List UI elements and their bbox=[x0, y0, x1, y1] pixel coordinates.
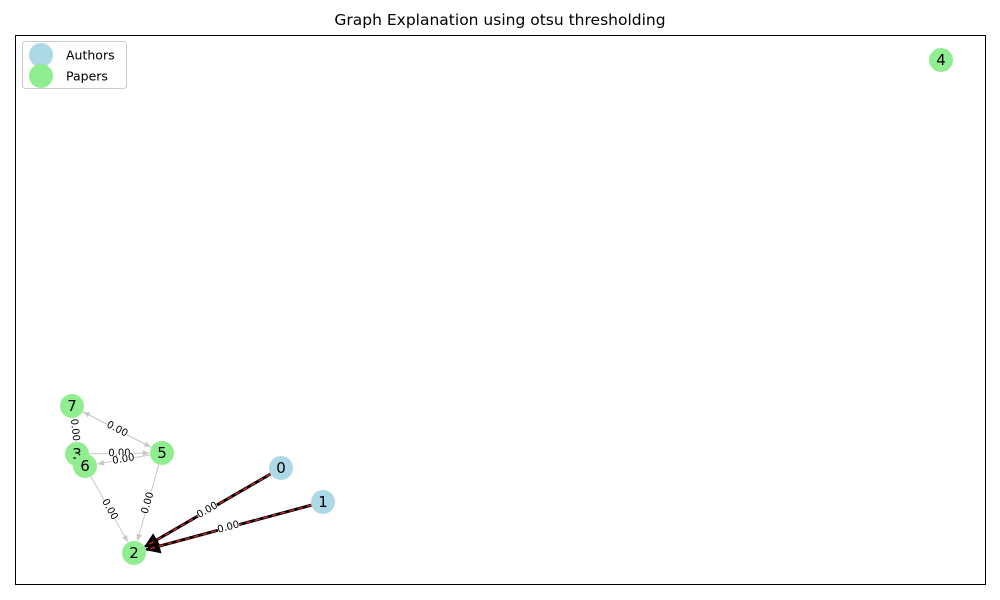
legend-papers-label: Papers bbox=[66, 69, 108, 84]
node-7: 7 bbox=[60, 394, 84, 418]
edge-labels-layer: 0.000.000.000.000.000.000.000.000.00 bbox=[68, 418, 241, 535]
node-1-label: 1 bbox=[318, 493, 328, 511]
node-2: 2 bbox=[122, 541, 146, 565]
nodes-layer: 0 1 2 3 4 5 6 7 bbox=[60, 48, 953, 565]
node-3-label: 3 bbox=[72, 445, 82, 463]
edge-0-2-weight-label: 0.00 bbox=[195, 500, 220, 521]
edge-0-2-label-bg bbox=[195, 500, 220, 521]
node-1-marker bbox=[311, 490, 335, 514]
edge-1-2-label-bg bbox=[216, 519, 241, 536]
edge-7-5-weight-label: 0.00 bbox=[105, 419, 130, 439]
plot-frame bbox=[15, 35, 986, 585]
node-4: 4 bbox=[929, 48, 953, 72]
node-5-label: 5 bbox=[157, 444, 167, 462]
edge-1-2-weight-label: 0.00 bbox=[216, 519, 240, 535]
node-0-marker bbox=[269, 456, 293, 480]
node-5: 5 bbox=[150, 441, 174, 465]
node-0-label: 0 bbox=[276, 459, 286, 477]
edge-6-2-label-bg bbox=[99, 497, 120, 522]
node-2-label: 2 bbox=[129, 544, 139, 562]
node-4-marker bbox=[929, 48, 953, 72]
edge-7-5-label-bg bbox=[104, 419, 130, 440]
node-1: 1 bbox=[311, 490, 335, 514]
edge-7-3-weight-label: 0.00 bbox=[68, 418, 81, 441]
node-6-marker bbox=[73, 454, 97, 478]
edge-7-3-label-bg bbox=[68, 418, 81, 442]
legend-authors-label: Authors bbox=[66, 48, 115, 63]
node-2-marker bbox=[122, 541, 146, 565]
legend: Authors Papers bbox=[22, 41, 127, 89]
node-7-label: 7 bbox=[67, 397, 77, 415]
edge-6-2-weight-label: 0.00 bbox=[99, 497, 120, 522]
node-6-label: 6 bbox=[80, 457, 90, 475]
diagram-title: Graph Explanation using otsu thresholdin… bbox=[334, 11, 666, 29]
node-6: 6 bbox=[73, 454, 97, 478]
edge-3-5-weight-label: 0.00 bbox=[108, 448, 130, 459]
edge-5-6-weight-label: 0.00 bbox=[112, 452, 136, 467]
edge-5-2-weight-label: 0.00 bbox=[140, 491, 157, 515]
node-5-marker bbox=[150, 441, 174, 465]
edges-layer bbox=[72, 411, 312, 554]
node-7-marker bbox=[60, 394, 84, 418]
legend-papers-marker bbox=[29, 64, 53, 88]
legend-authors-marker bbox=[29, 43, 53, 67]
node-0: 0 bbox=[269, 456, 293, 480]
node-4-label: 4 bbox=[936, 51, 946, 69]
edge-5-6-label-bg bbox=[111, 452, 136, 467]
edge-5-2-label-bg bbox=[140, 491, 156, 515]
